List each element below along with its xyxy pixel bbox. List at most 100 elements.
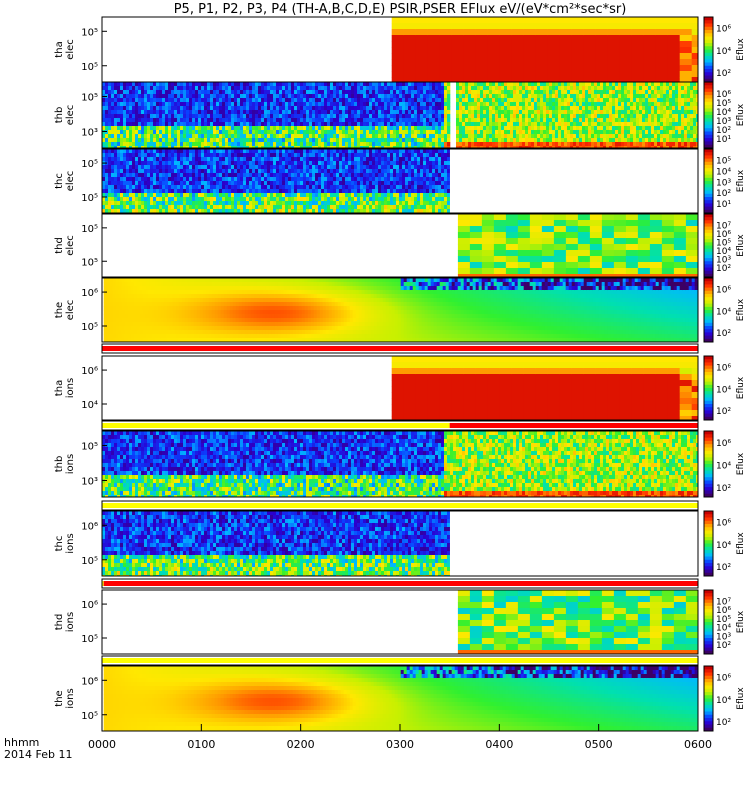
colorbar: 10⁶ 10⁴ 10² Eflux — [703, 355, 746, 421]
colorbar-tick-label: 10¹ — [716, 135, 731, 145]
heatmap-cells — [102, 511, 450, 577]
mode-bar-segment — [102, 346, 698, 351]
colorbar-tick-label: 10³ — [716, 256, 731, 266]
y-tick-label: 10⁵ — [81, 93, 98, 104]
heatmap-cells — [102, 82, 699, 149]
panel-tha-ions: 10⁶ 10⁴ tha ions 10⁶ 10⁴ 10² Eflux — [54, 355, 746, 421]
mode-bar-segment — [102, 423, 450, 428]
colorbar-tick-label: 10⁶ — [716, 674, 731, 684]
x-tick-label: 0400 — [485, 738, 513, 751]
heatmap-cells — [102, 149, 450, 214]
panel-thc-ions: 10⁶ 10⁵ thc ions 10⁶ 10⁴ 10² Eflux — [54, 510, 746, 577]
y-tick-label: 10⁵ — [81, 442, 98, 453]
x-axis-label-units: hhmm — [4, 736, 40, 749]
mode-bar-frame — [101, 343, 699, 354]
colorbar-label: Eflux — [736, 169, 746, 192]
panel-frame — [101, 277, 699, 343]
heatmap-cells — [103, 278, 699, 343]
mode-bar — [101, 500, 699, 511]
y-tick-label: 10³ — [81, 128, 98, 139]
y-tick-label: 10⁵ — [81, 711, 98, 722]
x-axis-label-date: 2014 Feb 11 — [4, 748, 73, 761]
colorbar-tick-label: 10² — [716, 407, 731, 417]
colorbar-tick-label: 10⁴ — [716, 307, 731, 317]
y-tick-label: 10⁵ — [81, 322, 98, 333]
panel-probe-label: tha — [54, 380, 65, 396]
panel-species-label: ions — [65, 533, 76, 553]
colorbar-tick-label: 10⁴ — [716, 47, 731, 57]
colorbar-tick-label: 10⁴ — [716, 385, 731, 395]
colorbar-frame — [703, 665, 714, 732]
heatmap-cells — [391, 17, 699, 83]
panel-frame — [101, 213, 699, 278]
panel-species-label: ions — [65, 454, 76, 474]
mode-bar — [101, 578, 699, 589]
panel-probe-label: the — [54, 690, 65, 706]
panel-frame — [101, 81, 699, 149]
panel-frame — [101, 148, 699, 214]
colorbar: 10⁶ 10⁴ 10² Eflux — [703, 510, 746, 577]
panel-frame — [101, 589, 699, 655]
colorbar-frame — [703, 430, 714, 498]
y-tick-label: 10⁵ — [81, 556, 98, 567]
colorbar-tick-label: 10² — [716, 718, 731, 728]
heatmap-cells — [103, 666, 699, 732]
x-tick-label: 0300 — [386, 738, 414, 751]
colorbar-tick-label: 10⁶ — [716, 439, 731, 449]
heatmap-cells — [391, 356, 699, 421]
panel-the-ions: 10⁶ 10⁵ the ions 10⁶ 10⁴ 10² Eflux — [54, 665, 746, 732]
colorbar-tick-label: 10² — [716, 484, 731, 494]
y-tick-label: 10⁶ — [81, 366, 98, 377]
y-tick-label: 10⁵ — [81, 257, 98, 268]
y-tick-label: 10⁶ — [81, 600, 98, 611]
mode-bar — [101, 343, 699, 354]
colorbar-label: Eflux — [736, 610, 746, 633]
mode-bar-segment — [103, 581, 698, 586]
colorbar-label: Eflux — [736, 376, 746, 399]
heatmap-cells — [457, 214, 699, 278]
colorbar-frame — [703, 81, 714, 149]
colorbar-tick-label: 10² — [716, 641, 731, 651]
mode-bar-segment — [102, 581, 104, 586]
colorbar-tick-label: 10⁷ — [716, 598, 731, 608]
colorbar-tick-label: 10⁴ — [716, 624, 731, 634]
colorbar-frame — [703, 510, 714, 577]
colorbar-tick-label: 10² — [716, 563, 731, 573]
colorbar-tick-label: 10⁷ — [716, 221, 731, 231]
colorbar-label: Eflux — [736, 298, 746, 321]
y-tick-label: 10⁵ — [81, 634, 98, 645]
colorbar-frame — [703, 355, 714, 421]
panel-probe-label: thd — [54, 237, 65, 254]
colorbar-tick-label: 10⁴ — [716, 247, 731, 257]
colorbar-tick-label: 10⁶ — [716, 364, 731, 374]
colorbar-label: Eflux — [736, 452, 746, 475]
colorbar-frame — [703, 213, 714, 278]
mode-bar-frame — [101, 655, 699, 666]
y-tick-label: 10³ — [81, 477, 98, 488]
colorbar-tick-label: 10² — [716, 264, 731, 274]
colorbar-tick-label: 10⁴ — [716, 108, 731, 118]
colorbar-tick-label: 10⁴ — [716, 541, 731, 551]
heatmap-cells — [102, 431, 699, 498]
mode-bar-segment — [449, 423, 698, 428]
colorbar-tick-label: 10¹ — [716, 200, 731, 210]
mode-bar-frame — [101, 578, 699, 589]
y-tick-label: 10⁶ — [81, 521, 98, 532]
colorbar-tick-label: 10³ — [716, 178, 731, 188]
panel-species-label: ions — [65, 612, 76, 632]
colorbar-label: Eflux — [736, 234, 746, 257]
colorbar-tick-label: 10⁶ — [716, 286, 731, 296]
panel-probe-label: the — [54, 302, 65, 318]
panel-probe-label: thb — [54, 456, 65, 473]
panel-species-label: elec — [65, 105, 76, 126]
panel-species-label: elec — [65, 300, 76, 321]
colorbar-tick-label: 10³ — [716, 632, 731, 642]
y-tick-label: 10⁵ — [81, 62, 98, 73]
